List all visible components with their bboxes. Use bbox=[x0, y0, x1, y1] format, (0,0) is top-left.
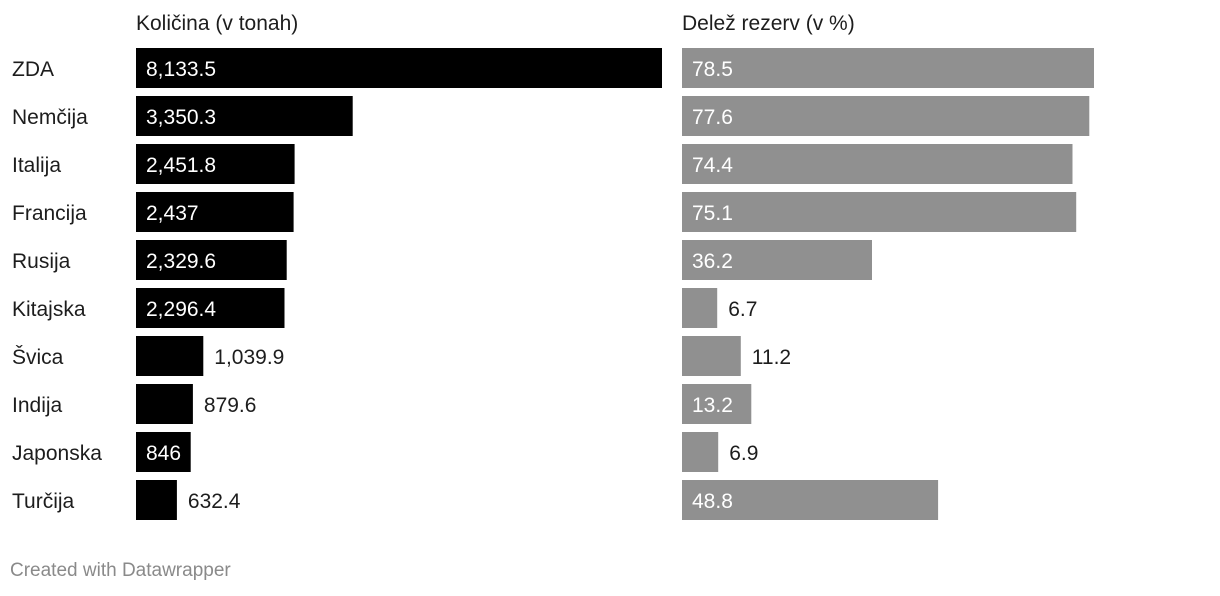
category-label: Nemčija bbox=[12, 106, 88, 129]
bar bbox=[136, 96, 353, 136]
bar-chart: ZDA Nemčija Italija Francija Rusija Kitajska Š… bbox=[12, 48, 1094, 520]
category-label: Italija bbox=[12, 154, 61, 177]
data-label: 2,329.6 bbox=[146, 250, 216, 273]
category-label: Japonska bbox=[12, 442, 102, 465]
bar bbox=[682, 384, 752, 424]
data-label: 77.6 bbox=[692, 106, 733, 129]
category-label: Turčija bbox=[12, 490, 75, 513]
data-label: 2,296.4 bbox=[146, 298, 216, 321]
bar bbox=[682, 144, 1073, 184]
category-label: Francija bbox=[12, 202, 87, 225]
data-label: 6.7 bbox=[728, 298, 757, 321]
category-label: Indija bbox=[12, 394, 63, 417]
data-label: 6.9 bbox=[729, 442, 758, 465]
data-label: 13.2 bbox=[692, 394, 733, 417]
bar bbox=[136, 384, 193, 424]
bar bbox=[682, 336, 741, 376]
data-label: 2,437 bbox=[146, 202, 199, 225]
data-label: 78.5 bbox=[692, 58, 733, 81]
category-label: Kitajska bbox=[12, 298, 86, 321]
bar bbox=[136, 192, 294, 232]
footer-credit: Created with Datawrapper bbox=[10, 560, 231, 581]
bar bbox=[682, 288, 718, 328]
bar bbox=[136, 288, 285, 328]
bar bbox=[136, 336, 204, 376]
data-label: 36.2 bbox=[692, 250, 733, 273]
bar bbox=[136, 48, 662, 88]
data-label: 74.4 bbox=[692, 154, 733, 177]
category-label: Švica bbox=[12, 346, 64, 369]
category-label: Rusija bbox=[12, 250, 71, 273]
bar bbox=[682, 480, 939, 520]
column-header-reserve-share: Delež rezerv (v %) bbox=[682, 12, 855, 35]
data-label: 11.2 bbox=[752, 346, 791, 369]
data-label: 2,451.8 bbox=[146, 154, 216, 177]
data-label: 846 bbox=[146, 442, 181, 465]
bar bbox=[136, 432, 191, 472]
data-label: 879.6 bbox=[204, 394, 257, 417]
data-label: 8,133.5 bbox=[146, 58, 216, 81]
data-label: 1,039.9 bbox=[214, 346, 284, 369]
data-label: 75.1 bbox=[692, 202, 733, 225]
bar bbox=[136, 480, 177, 520]
bar bbox=[682, 240, 872, 280]
bar bbox=[682, 432, 719, 472]
bar bbox=[136, 240, 287, 280]
category-label: ZDA bbox=[12, 58, 54, 81]
data-label: 632.4 bbox=[188, 490, 241, 513]
bar bbox=[136, 144, 295, 184]
bar bbox=[682, 48, 1094, 88]
column-header-quantity: Količina (v tonah) bbox=[136, 12, 299, 35]
bar bbox=[682, 192, 1077, 232]
bar bbox=[682, 96, 1090, 136]
data-label: 48.8 bbox=[692, 490, 733, 513]
data-label: 3,350.3 bbox=[146, 106, 216, 129]
